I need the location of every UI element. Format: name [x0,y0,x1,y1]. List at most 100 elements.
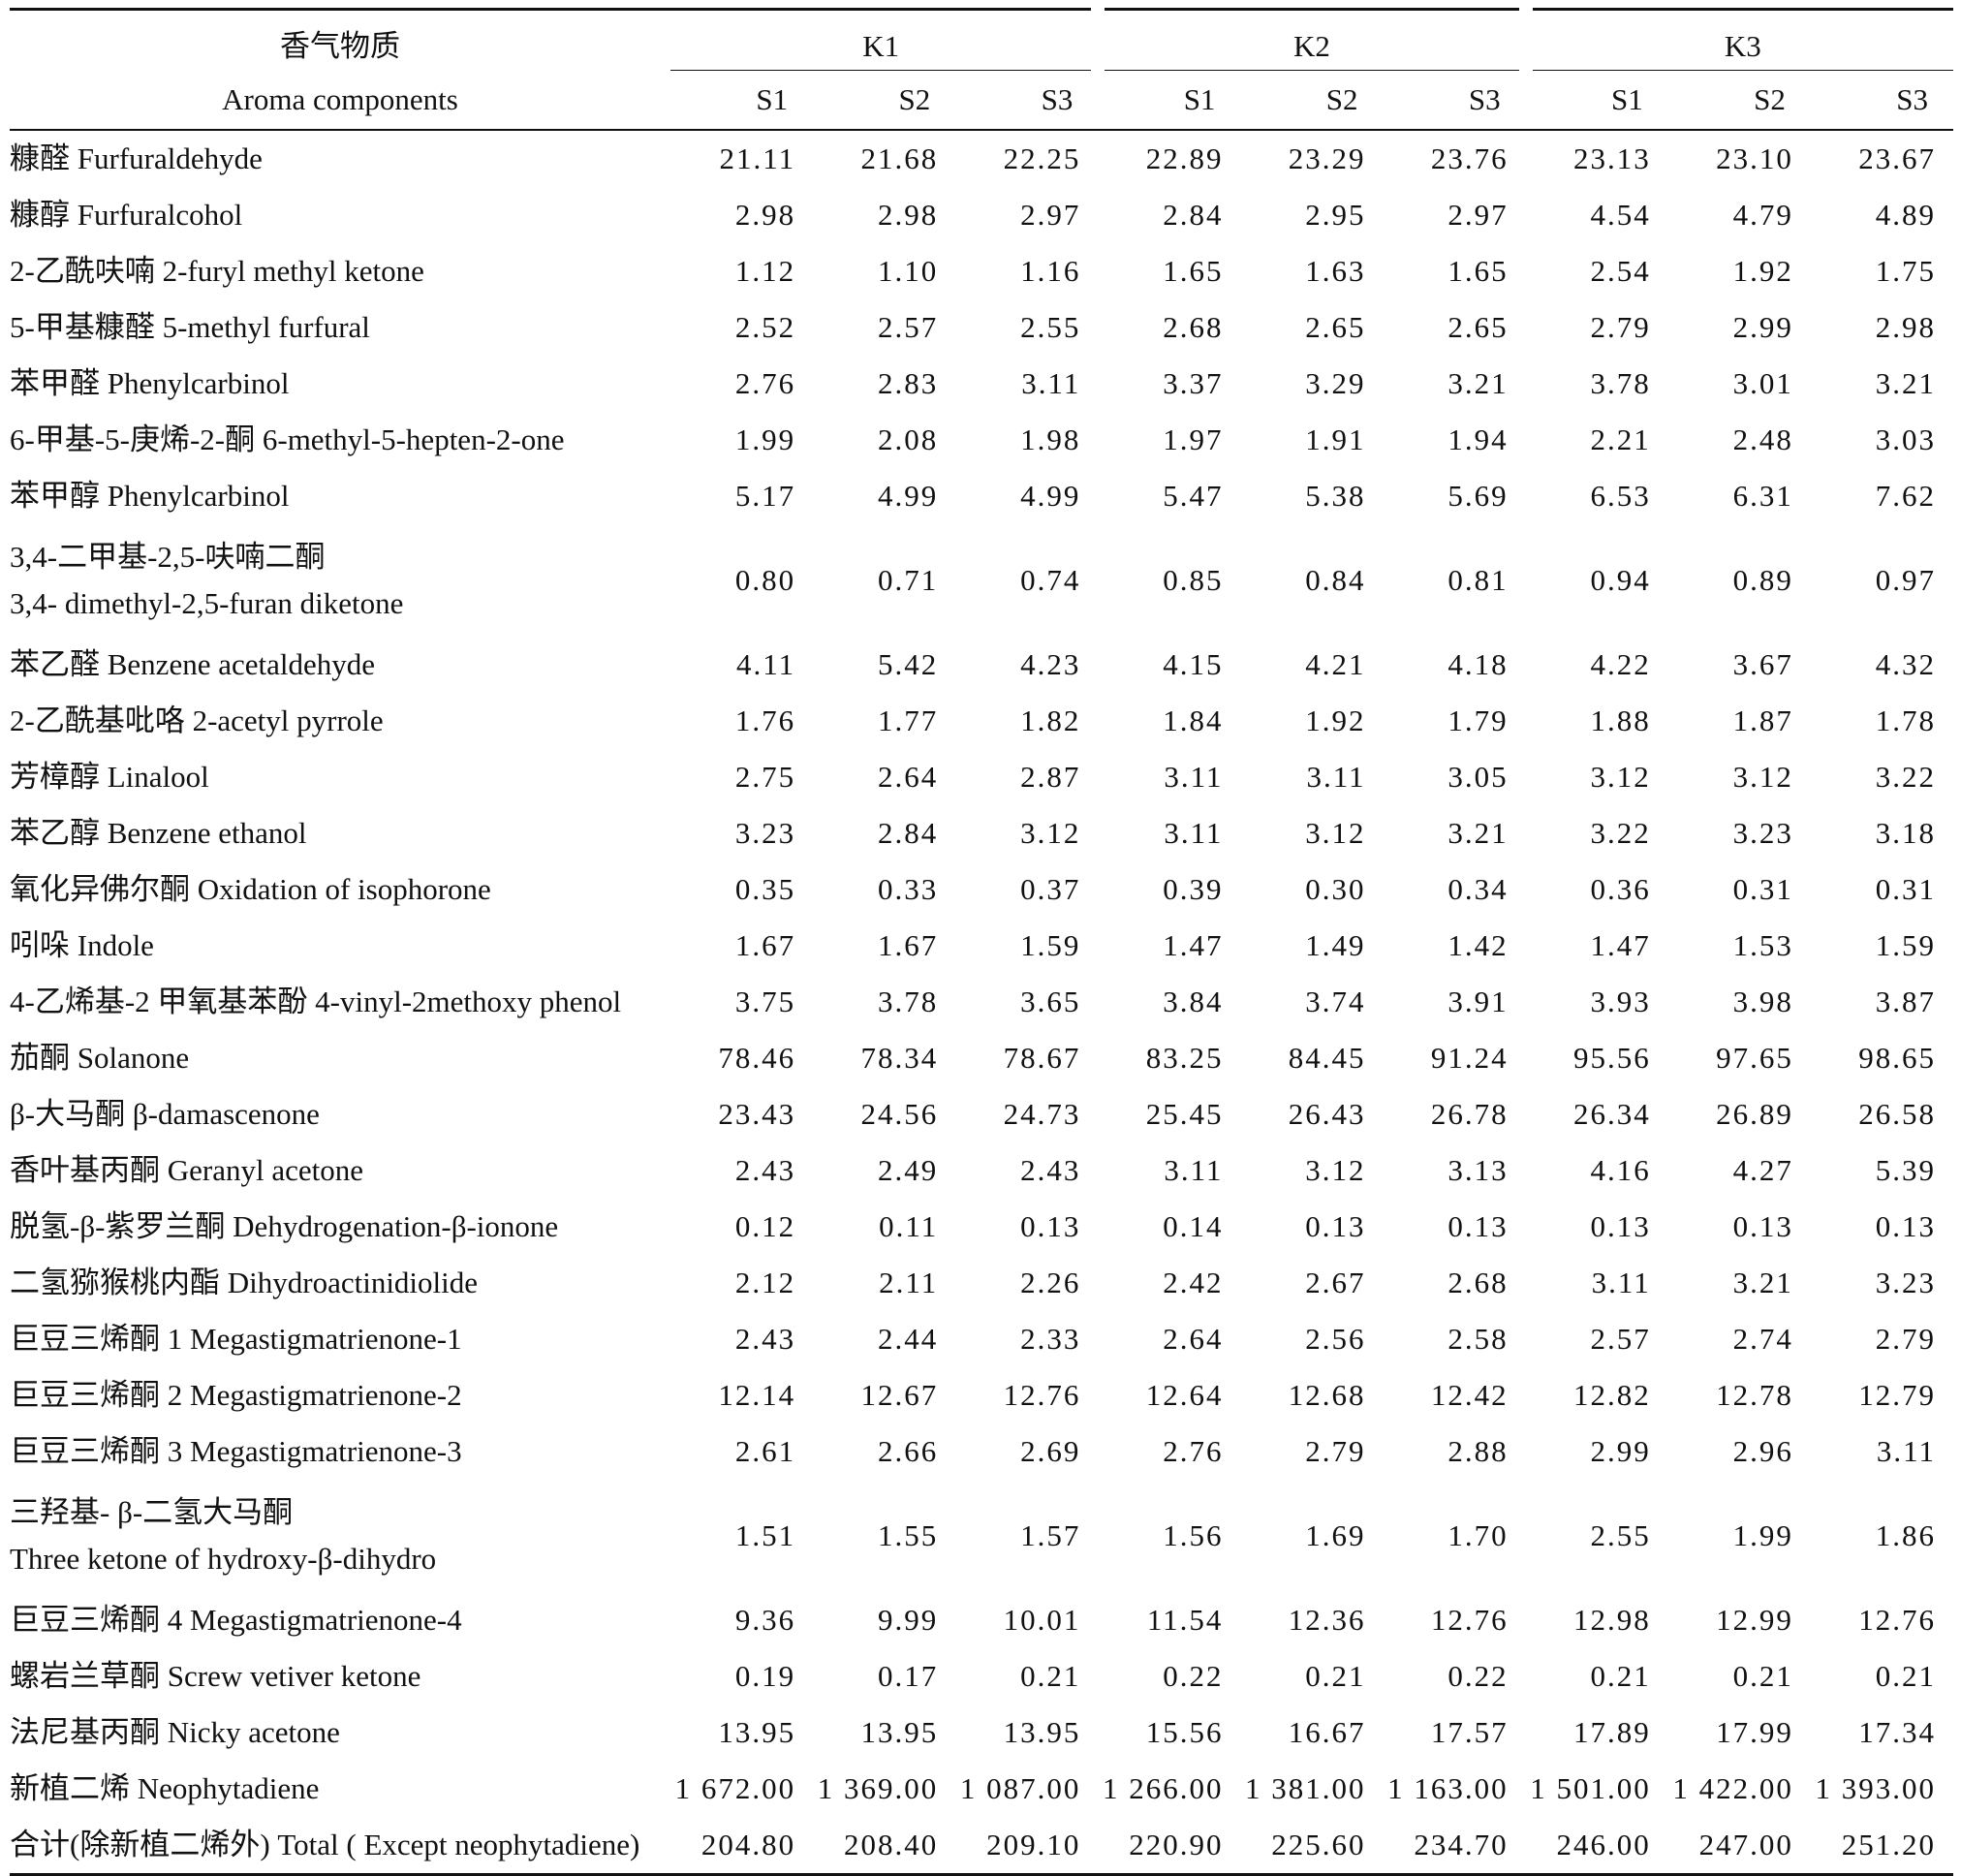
table-row: 苯甲醛 Phenylcarbinol 2.76 2.83 3.11 3.37 3.29 3.… [10,356,1953,412]
value-cell: 2.55 [1020,310,1081,344]
value-cell: 17.99 [1716,1715,1793,1749]
value-cell: 26.89 [1716,1097,1793,1131]
value-cell: 0.21 [1020,1659,1081,1693]
value-cell: 22.89 [1145,141,1224,175]
value-cell: 2.64 [877,760,939,794]
value-cell: 4.21 [1305,647,1366,681]
value-cell: 220.90 [1098,1817,1241,1876]
value-cell: 1.57 [1020,1518,1081,1552]
header-group-k3: K3 [1518,8,1953,71]
value-cell: 4.54 [1590,198,1651,232]
value-cell: 4.99 [1020,479,1081,513]
value-cell: 3.21 [1447,366,1509,400]
value-cell: 5.42 [877,647,939,681]
value-cell: 0.31 [1875,872,1936,906]
value-cell: 1.47 [1590,928,1651,962]
value-cell: 2.49 [877,1153,939,1187]
value-cell: 3.12 [1020,816,1081,850]
value-cell: 0.14 [1163,1209,1224,1243]
value-cell: 5.38 [1305,479,1366,513]
table-row: 5-甲基糠醛 5-methyl furfural 2.52 2.57 2.55 2.68… [10,299,1953,356]
value-cell: 91.24 [1430,1041,1509,1075]
value-cell: 2.97 [1020,198,1081,232]
value-cell: 2.79 [1875,1322,1936,1356]
value-cell: 1.70 [1447,1518,1509,1552]
value-cell: 98.65 [1858,1041,1936,1075]
value-cell: 1.47 [1163,928,1224,962]
table-row: 苯乙醇 Benzene ethanol 3.23 2.84 3.12 3.11 3.12 3… [10,805,1953,861]
value-cell: 3.23 [1732,816,1793,850]
value-cell: 0.84 [1305,563,1366,597]
value-cell: 3.37 [1163,366,1224,400]
value-cell: 2.79 [1305,1434,1366,1468]
value-cell: 0.13 [1875,1209,1936,1243]
value-cell: 0.21 [1590,1659,1651,1693]
value-cell: 97.65 [1716,1041,1793,1075]
value-cell: 23.43 [718,1097,796,1131]
value-cell: 1.53 [1732,928,1793,962]
value-cell: 13.95 [860,1715,939,1749]
table-row: 新植二烯 Neophytadiene 1 672.00 1 369.00 1 087.… [10,1761,1953,1817]
value-cell: 78.67 [1003,1041,1081,1075]
row-label-line: 三羟基- β-二氢大马酮 [10,1495,294,1529]
value-cell: 2.33 [1020,1322,1081,1356]
value-cell: 16.67 [1288,1715,1366,1749]
value-cell: 3.12 [1305,816,1366,850]
value-cell: 0.97 [1875,563,1936,597]
value-cell: 2.12 [734,1266,796,1299]
value-cell: 2.55 [1590,1518,1651,1552]
row-label: 二氢猕猴桃内酯 Dihydroactinidiolide [10,1255,670,1311]
table-row: 苯乙醛 Benzene acetaldehyde 4.11 5.42 4.23 4.15… [10,637,1953,693]
header-subcolumn: S2 [1667,70,1811,131]
value-cell: 1 163.00 [1387,1771,1509,1805]
value-cell: 0.31 [1732,872,1793,906]
row-label: 脱氢-β-紫罗兰酮 Dehydrogenation-β-ionone [10,1199,670,1255]
value-cell: 0.12 [734,1209,796,1243]
value-cell: 1.86 [1875,1518,1936,1552]
value-cell: 0.21 [1875,1659,1936,1693]
value-cell: 1 501.00 [1530,1771,1651,1805]
value-cell: 2.54 [1590,254,1651,288]
value-cell: 4.18 [1447,647,1509,681]
row-label: 法尼基丙酮 Nicky acetone [10,1704,670,1761]
value-cell: 3.13 [1447,1153,1509,1187]
value-cell: 4.16 [1590,1153,1651,1187]
row-label: 6-甲基-5-庚烯-2-酮 6-methyl-5-hepten-2-one [10,412,670,468]
value-cell: 1.76 [734,704,796,737]
row-label: 糠醛 Furfuraldehyde [10,130,670,187]
row-label-line: β-大马酮 β-damascenone [10,1097,320,1131]
row-label-line: 5-甲基糠醛 5-methyl furfural [10,310,370,344]
row-label-line: 氧化异佛尔酮 Oxidation of isophorone [10,872,491,906]
value-cell: 0.11 [879,1209,939,1243]
value-cell: 1.77 [877,704,939,737]
value-cell: 0.81 [1447,563,1509,597]
value-cell: 1 266.00 [1102,1771,1224,1805]
value-cell: 1.10 [877,254,939,288]
table-row: 芳樟醇 Linalool 2.75 2.64 2.87 3.11 3.11 3.05 3.12… [10,749,1953,805]
row-label: 巨豆三烯酮 4 Megastigmatrienone-4 [10,1592,670,1648]
value-cell: 1.65 [1447,254,1509,288]
value-cell: 2.98 [1875,310,1936,344]
value-cell: 1.98 [1020,422,1081,456]
row-label: 香叶基丙酮 Geranyl acetone [10,1142,670,1199]
value-cell: 25.45 [1145,1097,1224,1131]
value-cell: 0.39 [1163,872,1224,906]
row-label-line: 2-乙酰基吡咯 2-acetyl pyrrole [10,704,384,737]
value-cell: 208.40 [813,1817,956,1876]
value-cell: 3.75 [734,985,796,1018]
value-cell: 2.43 [734,1153,796,1187]
row-label-line: 巨豆三烯酮 2 Megastigmatrienone-2 [10,1378,462,1412]
row-label: 2-乙酰基吡咯 2-acetyl pyrrole [10,693,670,749]
row-label-line: 2-乙酰呋喃 2-furyl methyl ketone [10,254,424,288]
table-row: 三羟基- β-二氢大马酮 Three ketone of hydroxy-β-di… [10,1480,1953,1592]
value-cell: 12.98 [1573,1603,1651,1637]
value-cell: 26.34 [1573,1097,1651,1131]
header-subcolumn: S3 [955,70,1099,131]
row-label: 糠醇 Furfuralcohol [10,187,670,243]
header-subcolumn: S1 [670,70,814,131]
row-label-line: 巨豆三烯酮 4 Megastigmatrienone-4 [10,1603,462,1637]
value-cell: 2.79 [1590,310,1651,344]
header-subcolumn: S1 [1098,70,1241,131]
value-cell: 12.64 [1145,1378,1224,1412]
value-cell: 2.58 [1447,1322,1509,1356]
